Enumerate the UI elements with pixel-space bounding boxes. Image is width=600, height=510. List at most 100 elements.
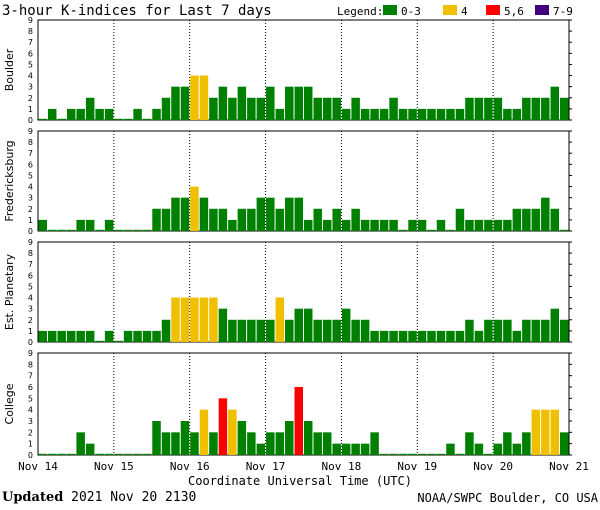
updated-timestamp: Updated 2021 Nov 20 2130: [2, 490, 196, 505]
panel-4-bar: [427, 453, 436, 455]
panel-1-bar: [512, 108, 522, 120]
panel-2-bar: [304, 219, 313, 231]
panel-1-bar: [161, 97, 171, 120]
panel-4-bar: [256, 443, 266, 455]
panel-4-bar: [436, 453, 446, 455]
panel-3-bar: [66, 330, 76, 342]
panel-3-bar: [85, 330, 95, 342]
panel-1-bar: [247, 97, 256, 120]
panel-3-bar: [180, 297, 190, 342]
panel-4-bar: [114, 453, 123, 455]
panel-2-bar: [285, 197, 294, 231]
panel-2-bar: [427, 229, 436, 231]
panel-2-bar: [76, 219, 85, 231]
panel-1-ytick-label: 0: [28, 116, 33, 125]
panel-3-bar: [531, 319, 541, 342]
panel-2-bar: [294, 197, 303, 231]
panel-3-bar: [436, 330, 446, 342]
panel-4-ytick-label: 6: [28, 383, 33, 392]
panel-2-ytick-label: 5: [28, 171, 33, 180]
panel-2-bar: [465, 219, 474, 231]
panel-4-bar: [360, 443, 370, 455]
panel-3-bar: [133, 330, 142, 342]
panel-1-ytick-label: 9: [28, 16, 33, 25]
panel-3-ytick-label: 0: [28, 338, 33, 347]
panel-3-bar: [247, 319, 256, 342]
panel-3-bar: [171, 297, 180, 342]
panel-3-bar: [560, 319, 569, 342]
panel-3-ytick-label: 3: [28, 305, 33, 314]
panel-1-bar: [266, 86, 275, 120]
panel-4-bar: [531, 409, 541, 455]
legend-swatch-1: [383, 5, 397, 15]
panel-1-ytick-label: 3: [28, 83, 33, 92]
panel-4-bar: [417, 453, 427, 455]
panel-3-bar: [389, 330, 398, 342]
panel-2-ytick-label: 4: [28, 183, 33, 192]
legend-label-2: 4: [461, 5, 468, 18]
panel-1-bar: [199, 75, 209, 120]
panel-2-bar: [560, 229, 569, 231]
panel-4-bar: [408, 453, 417, 455]
panel-2-bar: [531, 208, 541, 231]
panel-3-bar: [503, 319, 512, 342]
panel-3-bar: [152, 330, 161, 342]
panel-4-bar: [541, 409, 550, 455]
panel-2-ytick-label: 1: [28, 216, 33, 225]
panel-3-bar: [370, 330, 379, 342]
panel-4-bar: [66, 453, 76, 455]
panel-1-bar: [322, 97, 332, 120]
panel-2-ytick-label: 9: [28, 127, 33, 136]
panel-1-bar: [133, 108, 142, 120]
panel-4-bar: [522, 432, 531, 455]
panel-4-bar: [560, 432, 569, 455]
panel-3-ytick-label: 6: [28, 271, 33, 280]
panel-2-ytick-label: 0: [28, 227, 33, 236]
panel-1-bar: [85, 97, 95, 120]
panel-4-bar: [171, 432, 180, 455]
x-tick-label: Nov 21: [549, 460, 589, 473]
panel-3-bar: [550, 308, 560, 342]
panel-4-bar: [465, 432, 474, 455]
panel-3-bar: [512, 330, 522, 342]
panel-4-bar: [57, 453, 66, 455]
panel-1-bar: [76, 108, 85, 120]
x-tick-label: Nov 14: [18, 460, 58, 473]
panel-3-bar: [455, 330, 465, 342]
panel-1-bar: [285, 86, 294, 120]
panel-4-bar: [512, 443, 522, 455]
panel-4-bar: [266, 432, 275, 455]
panel-3-bar: [408, 330, 417, 342]
panel-3-bar: [304, 308, 313, 342]
panel-2-bar: [484, 219, 493, 231]
panel-4-bar: [398, 453, 408, 455]
panel-2-bar: [256, 197, 266, 231]
panel-1-bar: [474, 97, 484, 120]
panel-2-bar: [123, 229, 133, 231]
panel-3-bar: [104, 330, 114, 342]
panel-3-bar: [474, 330, 484, 342]
panel-4-bar: [503, 432, 512, 455]
panel-4-ytick-label: 9: [28, 349, 33, 358]
panel-1-bar: [550, 86, 560, 120]
panel-1-bar: [465, 97, 474, 120]
panel-2-bar: [180, 197, 190, 231]
panel-1-ytick-label: 2: [28, 94, 33, 103]
source-credit: NOAA/SWPC Boulder, CO USA: [417, 491, 598, 505]
panel-4-bar: [142, 453, 152, 455]
panel-2-bar: [247, 208, 256, 231]
x-tick-label: Nov 18: [322, 460, 362, 473]
panel-4-bar: [218, 398, 228, 455]
panel-1-bar: [304, 86, 313, 120]
panel-3-bar: [285, 319, 294, 342]
panel-4-ytick-label: 4: [28, 406, 33, 415]
panel-1-bar: [313, 97, 322, 120]
panel-1-bar: [417, 108, 427, 120]
panel-1-bar: [95, 108, 104, 120]
legend-swatch-4: [535, 5, 549, 15]
panel-2-bar: [550, 208, 560, 231]
panel-2-bar: [360, 219, 370, 231]
panel-4-ytick-label: 1: [28, 440, 33, 449]
panel-1-bar: [57, 118, 66, 120]
panel-3-bar: [379, 330, 389, 342]
